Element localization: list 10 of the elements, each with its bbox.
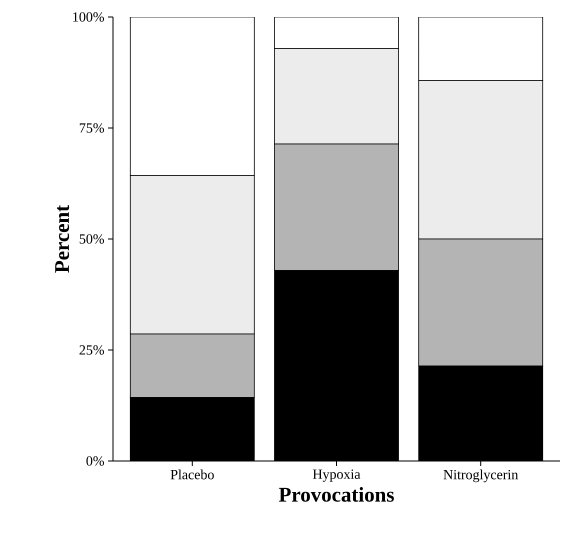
y-axis-title: Percent (55, 205, 70, 273)
y-tick-label: 0% (86, 456, 104, 466)
x-tick-label: Placebo (170, 470, 214, 480)
y-tick-label: 100% (73, 12, 104, 22)
x-tick-label: Hypoxia (312, 470, 360, 482)
y-tick-label: 50% (80, 234, 104, 244)
y-tick-label: 75% (80, 123, 104, 133)
x-axis-title: Provocations (278, 487, 394, 502)
y-tick-label: 25% (80, 345, 104, 355)
x-tick-label: Nitroglycerin (444, 470, 518, 482)
